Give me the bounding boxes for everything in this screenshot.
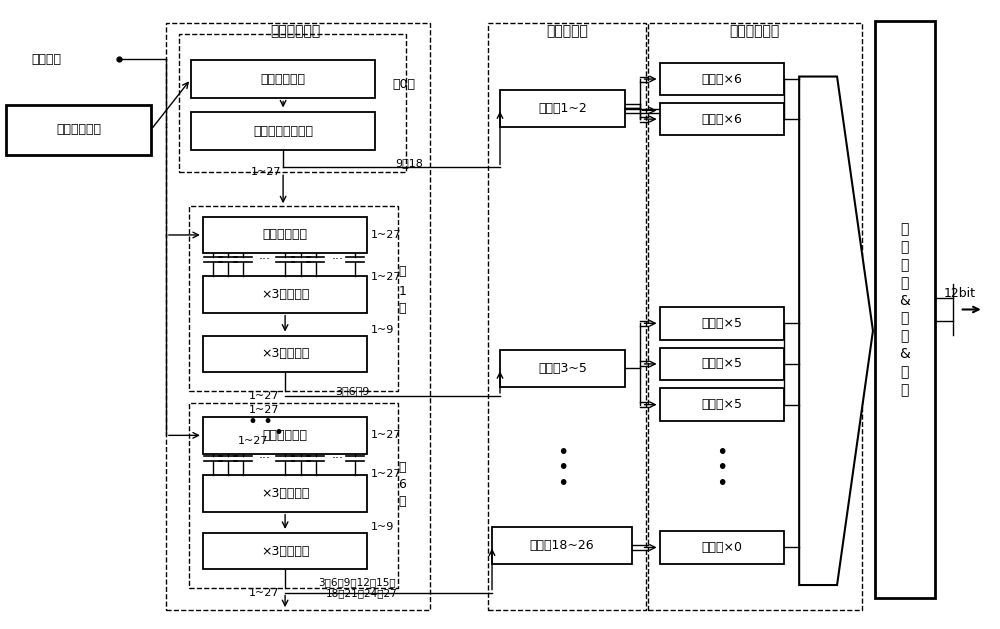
Text: 比较器阵列: 比较器阵列 <box>546 25 588 38</box>
Text: •: • <box>557 443 569 462</box>
Text: 比较器3~5: 比较器3~5 <box>538 362 587 375</box>
Text: 锁存器×5: 锁存器×5 <box>701 398 742 411</box>
Text: 1~27: 1~27 <box>249 587 279 598</box>
Text: ×3折叠电路: ×3折叠电路 <box>261 487 309 500</box>
Text: ···: ··· <box>259 452 271 465</box>
Text: • •: • • <box>248 413 273 431</box>
Bar <box>203 533 367 569</box>
Text: 1~27: 1~27 <box>370 272 401 282</box>
Text: 1~9: 1~9 <box>370 523 394 532</box>
Text: 级: 级 <box>399 494 406 508</box>
Text: 6: 6 <box>398 478 406 491</box>
Bar <box>648 23 862 610</box>
Text: ×3内插网络: ×3内插网络 <box>261 347 309 360</box>
Bar <box>875 21 935 598</box>
Bar <box>500 350 625 386</box>
Bar <box>660 103 784 135</box>
Text: •: • <box>716 459 727 477</box>
Text: ×3内插网络: ×3内插网络 <box>261 545 309 558</box>
Text: 锁存器×6: 锁存器×6 <box>701 72 742 86</box>
Bar <box>203 276 367 313</box>
Bar <box>179 34 406 172</box>
Text: 预放大器阵列: 预放大器阵列 <box>263 429 308 442</box>
Text: 1~27: 1~27 <box>370 469 401 479</box>
Bar <box>488 23 646 610</box>
Polygon shape <box>799 77 873 585</box>
Text: •: • <box>716 443 727 462</box>
Text: 1~27: 1~27 <box>370 430 401 440</box>
Text: 3、6、9、12、15、: 3、6、9、12、15、 <box>319 577 396 587</box>
Text: 预放大器阵列: 预放大器阵列 <box>263 228 308 242</box>
Text: 第0级: 第0级 <box>392 77 415 91</box>
Text: 比较器1~2: 比较器1~2 <box>538 102 587 115</box>
Text: ···: ··· <box>331 452 343 465</box>
Text: 锁存器×6: 锁存器×6 <box>701 113 742 126</box>
Bar <box>660 531 784 564</box>
Text: 1~27: 1~27 <box>249 391 279 401</box>
Text: 第: 第 <box>399 265 406 279</box>
Text: 输入信号: 输入信号 <box>31 52 61 65</box>
Bar <box>203 417 367 454</box>
Text: 1~27: 1~27 <box>249 404 279 415</box>
Bar <box>660 63 784 96</box>
Bar <box>6 104 151 155</box>
Bar <box>660 348 784 381</box>
Text: 数
据
编
码
&
组
合
&
校
准: 数 据 编 码 & 组 合 & 校 准 <box>899 222 910 397</box>
Bar <box>203 476 367 512</box>
Text: 3、6、9: 3、6、9 <box>335 386 370 396</box>
Text: 1~27: 1~27 <box>251 167 281 177</box>
Bar <box>191 111 375 150</box>
Text: 预放大器阵列: 预放大器阵列 <box>261 72 306 86</box>
Text: 折叠放大电路: 折叠放大电路 <box>270 25 321 38</box>
Text: 级: 级 <box>399 302 406 314</box>
Bar <box>189 206 398 391</box>
Text: 电阻参考网络: 电阻参考网络 <box>56 123 101 136</box>
Bar <box>660 307 784 340</box>
Text: 1~9: 1~9 <box>370 325 394 335</box>
Bar <box>166 23 430 610</box>
Text: 数据同步单元: 数据同步单元 <box>729 25 779 38</box>
Bar <box>500 91 625 126</box>
Text: 锁存器×5: 锁存器×5 <box>701 317 742 330</box>
Bar <box>189 403 398 588</box>
Bar <box>660 388 784 421</box>
Text: •: • <box>557 474 569 493</box>
Text: ···: ··· <box>259 253 271 265</box>
Text: 第: 第 <box>399 462 406 474</box>
Bar <box>203 217 367 253</box>
Text: 9、18: 9、18 <box>395 158 423 168</box>
Text: 锁存器×0: 锁存器×0 <box>701 541 742 554</box>
Text: ···: ··· <box>331 253 343 265</box>
Text: 1: 1 <box>398 285 406 298</box>
Text: ×3折叠电路: ×3折叠电路 <box>261 288 309 301</box>
Text: •: • <box>274 425 284 442</box>
Text: 12bit: 12bit <box>944 287 976 300</box>
Text: 电阻插值平均网络: 电阻插值平均网络 <box>253 125 313 138</box>
Text: 18、21、24、27: 18、21、24、27 <box>325 588 397 598</box>
Text: 比较器18~26: 比较器18~26 <box>530 539 594 552</box>
Text: 1~27: 1~27 <box>370 230 401 240</box>
Text: 1~27: 1~27 <box>238 436 268 446</box>
Bar <box>191 60 375 99</box>
Text: 锁存器×5: 锁存器×5 <box>701 357 742 370</box>
Text: •: • <box>557 459 569 477</box>
Bar <box>203 336 367 372</box>
Text: •: • <box>716 474 727 493</box>
Bar <box>492 527 632 564</box>
